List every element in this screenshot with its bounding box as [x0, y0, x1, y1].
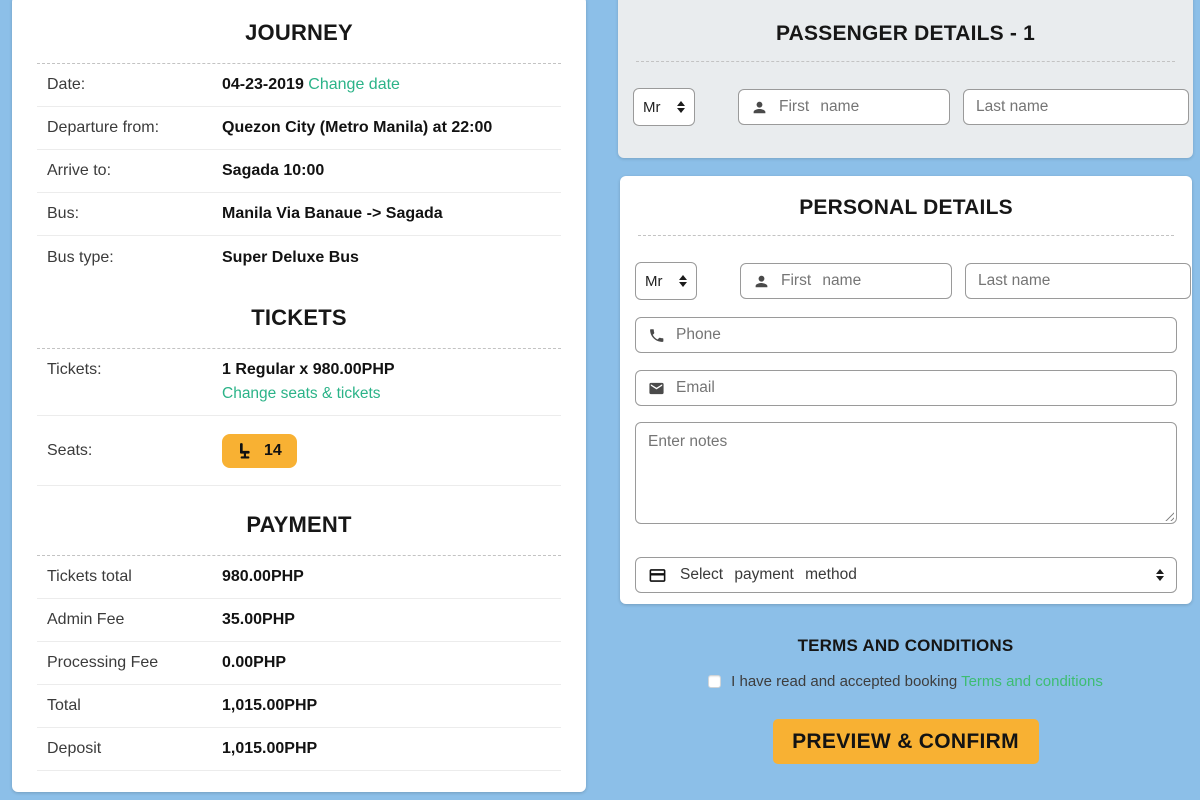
journey-row-bus-type: Bus type: Super Deluxe Bus: [37, 236, 561, 279]
date-label: Date:: [47, 76, 86, 93]
personal-title-select[interactable]: Mr: [635, 262, 697, 300]
passenger-first-name-field[interactable]: [738, 89, 950, 125]
admin-fee-label: Admin Fee: [47, 611, 125, 628]
notes-textarea[interactable]: [635, 422, 1177, 524]
personal-last-name-input[interactable]: [978, 272, 1178, 290]
phone-field[interactable]: [635, 317, 1177, 353]
passenger-details-title: PASSENGER DETAILS - 1: [776, 22, 1035, 45]
payment-row-processing-fee: Processing Fee 0.00PHP: [37, 642, 561, 685]
terms-text: I have read and accepted booking Terms a…: [731, 673, 1103, 690]
passenger-title-select-value: Mr: [643, 98, 661, 116]
payment-row-tickets-total: Tickets total 980.00PHP: [37, 556, 561, 599]
deposit-value: 1,015.00PHP: [222, 740, 318, 757]
departure-label: Departure from:: [47, 119, 160, 136]
person-icon: [753, 101, 766, 113]
bus-label: Bus:: [47, 205, 80, 222]
select-spinner-icon: [679, 275, 687, 287]
select-spinner-icon: [677, 101, 685, 113]
payment-row-deposit: Deposit 1,015.00PHP: [37, 728, 561, 771]
arrive-value: Sagada 10:00: [222, 162, 325, 179]
date-value: 04-23-2019 Change date: [222, 76, 400, 93]
personal-last-name-field[interactable]: [965, 263, 1191, 299]
tickets-row: Tickets: 1 Regular x 980.00PHP Change se…: [37, 349, 561, 416]
terms-and-conditions-link[interactable]: Terms and conditions: [961, 673, 1103, 690]
divider: [638, 235, 1174, 236]
departure-value: Quezon City (Metro Manila) at 22:00: [222, 119, 493, 136]
seat-icon: [240, 442, 250, 458]
seats-label: Seats:: [47, 441, 93, 459]
journey-section-title: JOURNEY: [245, 20, 353, 45]
tickets-label: Tickets:: [47, 361, 102, 378]
person-icon: [755, 275, 768, 287]
email-field[interactable]: [635, 370, 1177, 406]
passenger-last-name-field[interactable]: [963, 89, 1189, 125]
divider: [636, 61, 1175, 62]
divider: [37, 348, 561, 349]
preview-confirm-button[interactable]: PREVIEW & CONFIRM: [772, 719, 1039, 764]
journey-row-date: Date: 04-23-2019 Change date: [37, 64, 561, 107]
passenger-name-row: Mr: [618, 62, 1193, 126]
passenger-details-card: PASSENGER DETAILS - 1 Mr: [618, 0, 1193, 158]
seat-number: 14: [264, 441, 282, 459]
phone-input[interactable]: [676, 326, 1164, 344]
admin-fee-value: 35.00PHP: [222, 611, 295, 628]
payment-row-total: Total 1,015.00PHP: [37, 685, 561, 728]
change-seats-tickets-link[interactable]: Change seats & tickets: [222, 385, 381, 402]
total-value: 1,015.00PHP: [222, 697, 318, 714]
payment-section-title: PAYMENT: [246, 512, 352, 537]
journey-row-departure: Departure from: Quezon City (Metro Manil…: [37, 107, 561, 150]
personal-first-name-input[interactable]: [781, 272, 939, 290]
divider: [37, 63, 561, 64]
tickets-section-title: TICKETS: [251, 305, 347, 330]
processing-fee-value: 0.00PHP: [222, 654, 287, 671]
credit-card-icon: [649, 568, 666, 582]
terms-checkbox[interactable]: [708, 675, 722, 688]
payment-row-admin-fee: Admin Fee 35.00PHP: [37, 599, 561, 642]
select-spinner-icon: [1156, 569, 1164, 581]
terms-checkbox-row: I have read and accepted booking Terms a…: [618, 673, 1193, 690]
phone-icon: [650, 328, 664, 342]
bus-type-label: Bus type:: [47, 248, 114, 266]
processing-fee-label: Processing Fee: [47, 654, 159, 671]
passenger-last-name-input[interactable]: [976, 98, 1176, 116]
deposit-label: Deposit: [47, 740, 102, 757]
journey-row-arrive: Arrive to: Sagada 10:00: [37, 150, 561, 193]
payment-method-select[interactable]: Select payment method: [635, 557, 1177, 593]
tickets-total-label: Tickets total: [47, 568, 132, 585]
personal-details-card: PERSONAL DETAILS Mr: [620, 176, 1192, 604]
seats-row: Seats: 14: [37, 416, 561, 486]
passenger-title-select[interactable]: Mr: [633, 88, 695, 126]
personal-details-title: PERSONAL DETAILS: [799, 196, 1013, 219]
passenger-first-name-input[interactable]: [779, 98, 937, 116]
change-date-link[interactable]: Change date: [308, 76, 400, 93]
booking-summary-card: JOURNEY Date: 04-23-2019 Change date Dep…: [12, 0, 586, 792]
personal-first-name-field[interactable]: [740, 263, 952, 299]
bus-type-value: Super Deluxe Bus: [222, 248, 359, 266]
arrive-label: Arrive to:: [47, 162, 112, 179]
email-icon: [649, 382, 664, 394]
tickets-value: 1 Regular x 980.00PHP Change seats & tic…: [222, 361, 395, 402]
seat-badge[interactable]: 14: [222, 433, 297, 468]
payment-method-value: Select payment method: [680, 566, 857, 583]
divider: [37, 555, 561, 556]
total-label: Total: [47, 697, 81, 714]
personal-name-row: Mr: [635, 236, 1191, 300]
bus-value: Manila Via Banaue -> Sagada: [222, 205, 443, 222]
journey-row-bus: Bus: Manila Via Banaue -> Sagada: [37, 193, 561, 236]
terms-area: TERMS AND CONDITIONS I have read and acc…: [618, 636, 1193, 764]
email-input[interactable]: [676, 379, 1164, 397]
personal-title-select-value: Mr: [645, 272, 663, 290]
notes-field: [635, 422, 1177, 524]
tickets-total-value: 980.00PHP: [222, 568, 304, 585]
terms-title: TERMS AND CONDITIONS: [797, 636, 1014, 655]
